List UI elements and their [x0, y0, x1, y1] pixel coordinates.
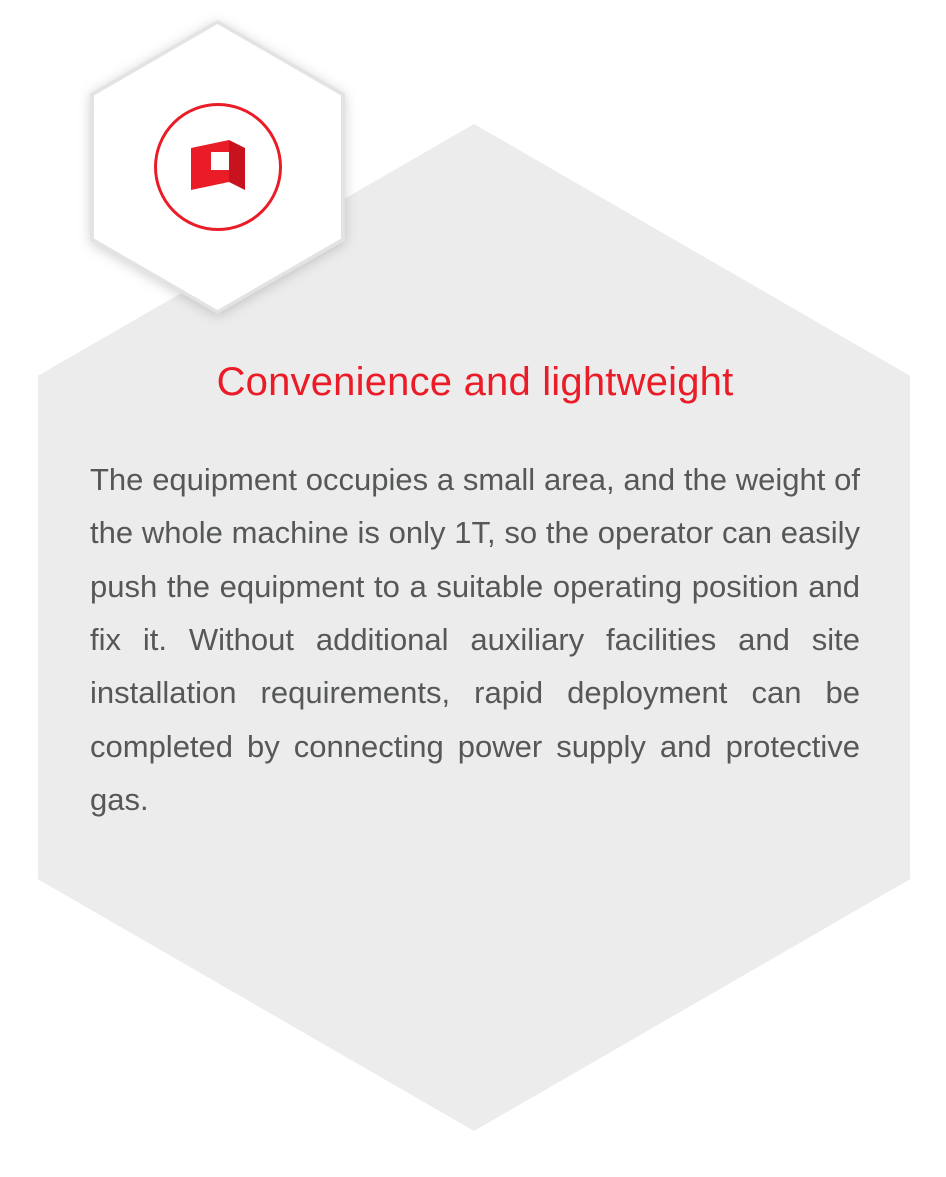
icon-circle — [154, 103, 282, 231]
icon-badge-border — [90, 20, 345, 314]
box-icon — [189, 138, 247, 196]
icon-badge-inner — [94, 24, 341, 310]
icon-badge — [90, 20, 345, 314]
card-content: Convenience and lightweight The equipmen… — [90, 360, 860, 826]
card-title: Convenience and lightweight — [90, 360, 860, 405]
infographic-card: Convenience and lightweight The equipmen… — [0, 0, 946, 1177]
card-body: The equipment occupies a small area, and… — [90, 453, 860, 826]
